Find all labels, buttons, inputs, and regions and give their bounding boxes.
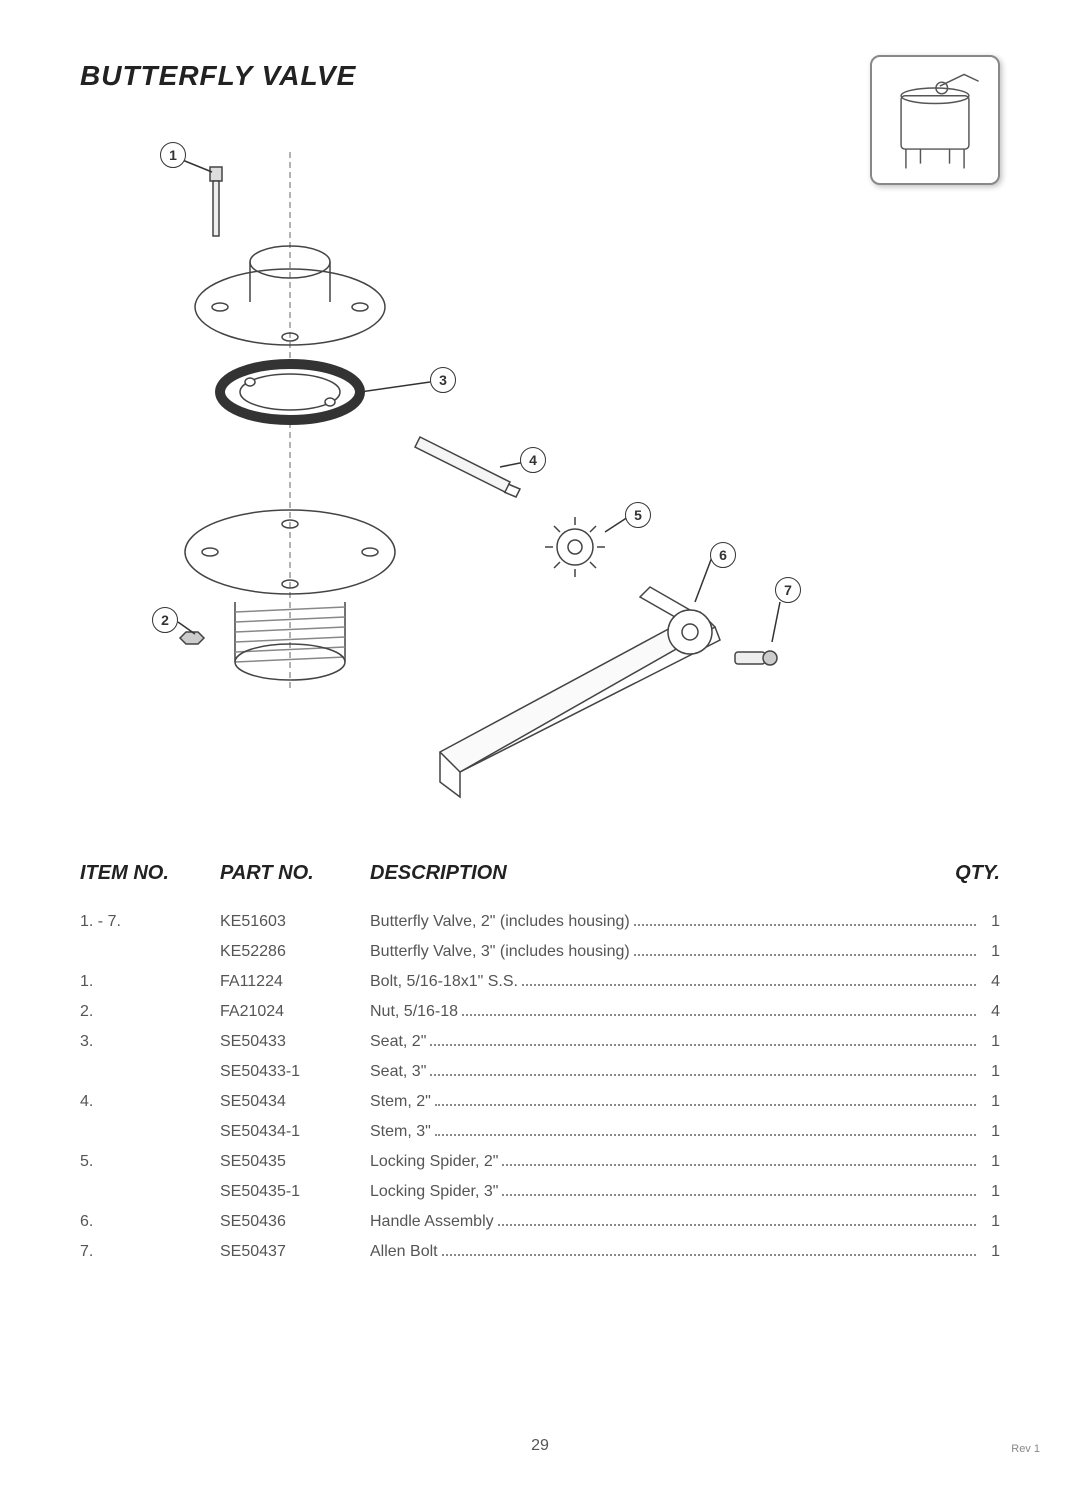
cell-description: Allen Bolt 1 <box>370 1237 1000 1267</box>
cell-part-no: KE52286 <box>220 937 370 967</box>
page-number: 29 <box>0 1437 1080 1455</box>
cell-description: Butterfly Valve, 3" (includes housing) 1 <box>370 937 1000 967</box>
cell-qty: 1 <box>980 1087 1000 1117</box>
cell-qty: 1 <box>980 1177 1000 1207</box>
cell-description: Seat, 3" 1 <box>370 1057 1000 1087</box>
cell-part-no: KE51603 <box>220 907 370 937</box>
cell-item-no <box>80 1177 220 1207</box>
cell-item-no <box>80 1057 220 1087</box>
callout-3: 3 <box>430 367 456 393</box>
header-item-no: ITEM NO. <box>80 862 220 885</box>
cell-qty: 1 <box>980 1117 1000 1147</box>
cell-part-no: SE50435 <box>220 1147 370 1177</box>
revision-label: Rev 1 <box>1011 1443 1040 1455</box>
cell-qty: 1 <box>980 907 1000 937</box>
cell-description: Stem, 2" 1 <box>370 1087 1000 1117</box>
callout-1: 1 <box>160 142 186 168</box>
table-row: KE52286Butterfly Valve, 3" (includes hou… <box>80 937 1000 967</box>
table-row: 5.SE50435Locking Spider, 2" 1 <box>80 1147 1000 1177</box>
cell-part-no: SE50437 <box>220 1237 370 1267</box>
cell-qty: 1 <box>980 1147 1000 1177</box>
cell-item-no: 5. <box>80 1147 220 1177</box>
cell-qty: 1 <box>980 1207 1000 1237</box>
cell-part-no: SE50435-1 <box>220 1177 370 1207</box>
header-description: DESCRIPTION <box>370 862 930 885</box>
cell-description: Handle Assembly 1 <box>370 1207 1000 1237</box>
cell-part-no: SE50433 <box>220 1027 370 1057</box>
table-row: SE50434-1Stem, 3" 1 <box>80 1117 1000 1147</box>
callout-7: 7 <box>775 577 801 603</box>
table-row: 3.SE50433Seat, 2" 1 <box>80 1027 1000 1057</box>
cell-part-no: SE50434-1 <box>220 1117 370 1147</box>
callout-4: 4 <box>520 447 546 473</box>
table-row: 1.FA11224Bolt, 5/16-18x1" S.S. 4 <box>80 967 1000 997</box>
header-qty: QTY. <box>930 862 1000 885</box>
cell-description: Locking Spider, 3" 1 <box>370 1177 1000 1207</box>
cell-qty: 1 <box>980 1057 1000 1087</box>
cell-part-no: SE50434 <box>220 1087 370 1117</box>
cell-part-no: SE50436 <box>220 1207 370 1237</box>
parts-table: ITEM NO. PART NO. DESCRIPTION QTY. 1. - … <box>80 862 1000 1267</box>
cell-item-no <box>80 937 220 967</box>
header-part-no: PART NO. <box>220 862 370 885</box>
cell-description: Seat, 2" 1 <box>370 1027 1000 1057</box>
cell-item-no <box>80 1117 220 1147</box>
cell-description: Butterfly Valve, 2" (includes housing) 1 <box>370 907 1000 937</box>
cell-description: Nut, 5/16-18 4 <box>370 997 1000 1027</box>
cell-qty: 1 <box>980 937 1000 967</box>
cell-qty: 4 <box>980 967 1000 997</box>
exploded-diagram: 1 2 3 4 5 6 7 <box>80 112 1000 832</box>
cell-description: Bolt, 5/16-18x1" S.S. 4 <box>370 967 1000 997</box>
cell-part-no: FA11224 <box>220 967 370 997</box>
cell-item-no: 2. <box>80 997 220 1027</box>
callout-2: 2 <box>152 607 178 633</box>
cell-item-no: 4. <box>80 1087 220 1117</box>
callout-6: 6 <box>710 542 736 568</box>
cell-part-no: FA21024 <box>220 997 370 1027</box>
cell-description: Stem, 3" 1 <box>370 1117 1000 1147</box>
table-row: 2.FA21024Nut, 5/16-18 4 <box>80 997 1000 1027</box>
table-row: SE50435-1Locking Spider, 3" 1 <box>80 1177 1000 1207</box>
cell-description: Locking Spider, 2" 1 <box>370 1147 1000 1177</box>
cell-qty: 4 <box>980 997 1000 1027</box>
cell-qty: 1 <box>980 1237 1000 1267</box>
cell-item-no: 6. <box>80 1207 220 1237</box>
table-row: SE50433-1Seat, 3" 1 <box>80 1057 1000 1087</box>
table-row: 6.SE50436Handle Assembly 1 <box>80 1207 1000 1237</box>
table-row: 1. - 7.KE51603Butterfly Valve, 2" (inclu… <box>80 907 1000 937</box>
cell-item-no: 7. <box>80 1237 220 1267</box>
cell-item-no: 1. - 7. <box>80 907 220 937</box>
table-row: 4.SE50434Stem, 2" 1 <box>80 1087 1000 1117</box>
callout-5: 5 <box>625 502 651 528</box>
table-header-row: ITEM NO. PART NO. DESCRIPTION QTY. <box>80 862 1000 885</box>
cell-part-no: SE50433-1 <box>220 1057 370 1087</box>
page-title: BUTTERFLY VALVE <box>80 60 1000 92</box>
cell-qty: 1 <box>980 1027 1000 1057</box>
table-row: 7.SE50437Allen Bolt 1 <box>80 1237 1000 1267</box>
cell-item-no: 1. <box>80 967 220 997</box>
cell-item-no: 3. <box>80 1027 220 1057</box>
